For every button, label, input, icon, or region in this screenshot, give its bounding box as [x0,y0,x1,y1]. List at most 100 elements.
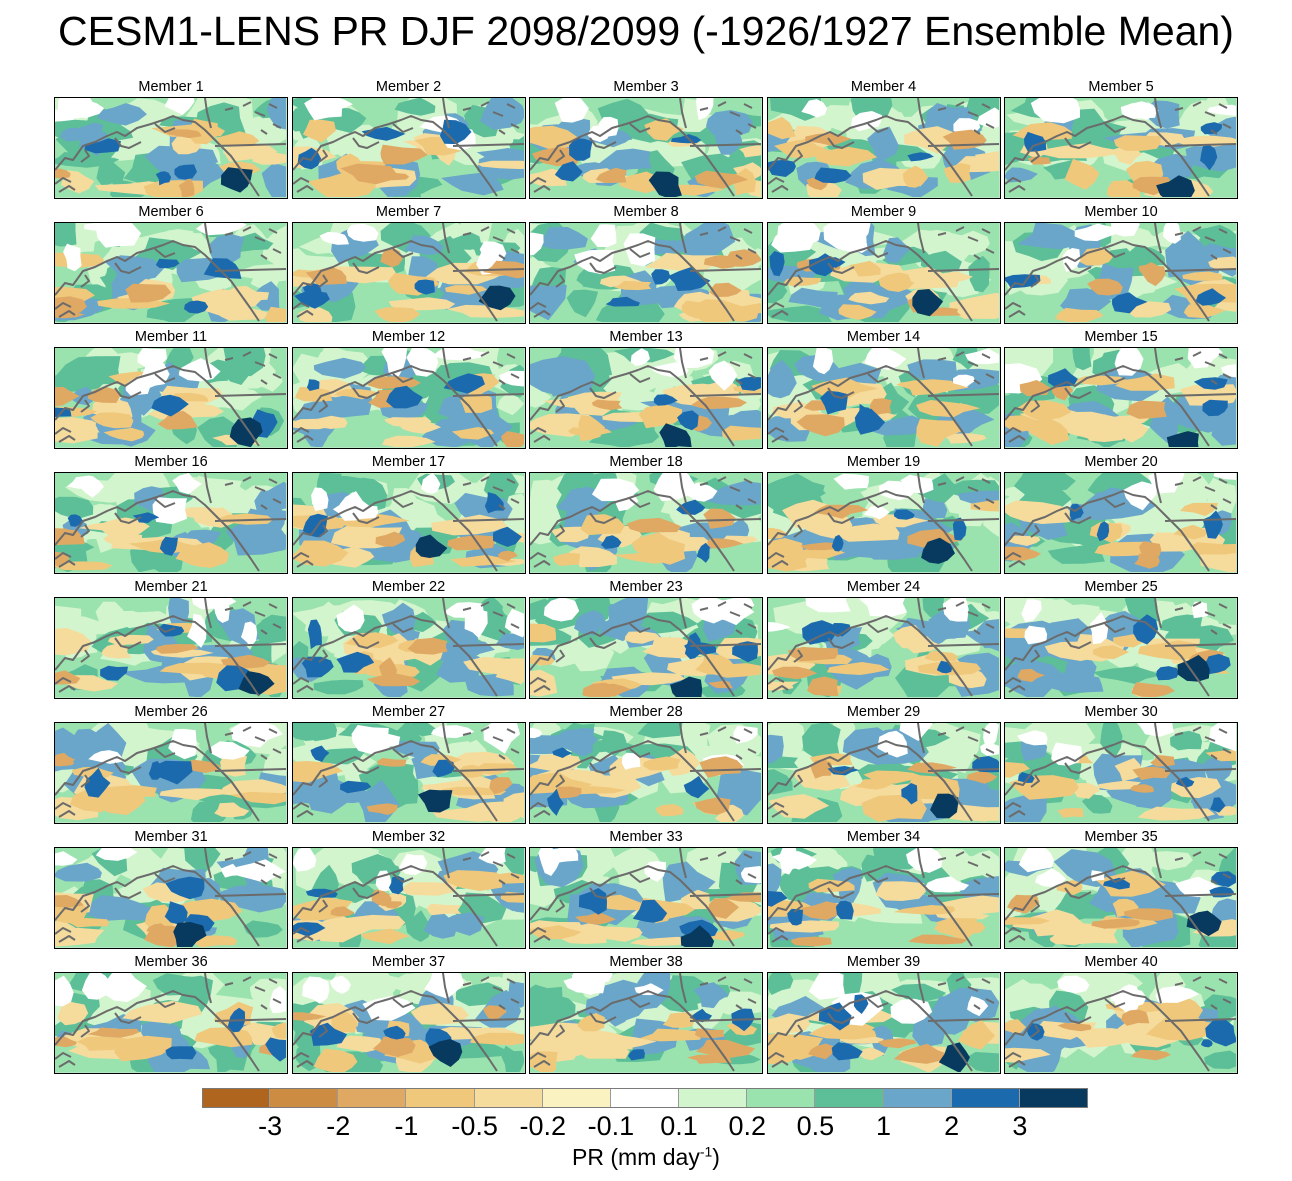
panel-label: Member 25 [1084,579,1158,595]
precip-anomaly-map [291,222,526,324]
panel-label: Member 4 [850,79,917,95]
panel-label: Member 13 [609,329,683,345]
panel-label: Member 32 [371,829,446,845]
colorbar-tick-label: 1 [876,1111,892,1141]
colorbar-tick-label: -2 [326,1111,351,1141]
panel-label: Member 6 [138,204,204,220]
panel-label: Member 21 [134,579,208,595]
precip-anomaly-map [54,847,288,949]
colorbar-swatch [951,1088,1020,1108]
colorbar-swatch [679,1088,748,1108]
precip-anomaly-map [766,722,1001,824]
panel-label: Member 33 [609,829,683,845]
precip-anomaly-map [291,97,526,199]
colorbar-swatch [270,1088,339,1108]
panel-label: Member 37 [371,954,446,970]
panel-label: Member 30 [1084,704,1158,720]
panel-label: Member 12 [371,329,446,345]
colorbar-label: PR (mm day-1) [0,1143,1292,1171]
panel-label: Member 20 [1084,454,1158,470]
precip-anomaly-map [1004,972,1238,1074]
precip-anomaly-map [291,972,526,1074]
panel-label: Member 8 [613,204,679,220]
panel-label: Member 22 [371,579,446,595]
colorbar-tick-label: -0.1 [587,1111,635,1141]
panel-label: Member 28 [609,704,683,720]
panel-label: Member 27 [371,704,446,720]
precip-anomaly-map [1004,222,1238,324]
colorbar-tick-label: 0.1 [660,1111,698,1141]
colorbar-label-main: PR (mm day [572,1144,700,1170]
colorbar-tick-label: 0.2 [728,1111,766,1141]
panel-label: Member 2 [375,79,442,95]
panel-label: Member 15 [1084,329,1158,345]
panel-label: Member 9 [850,204,917,220]
colorbar-tick-label: -0.5 [451,1111,498,1141]
precip-anomaly-map [291,847,526,949]
precip-anomaly-map [291,722,526,824]
panel-label: Member 35 [1084,829,1158,845]
panel-label: Member 11 [134,329,208,345]
colorbar-swatch [883,1088,952,1108]
precip-anomaly-map [1004,847,1238,949]
precip-anomaly-map [54,347,288,449]
precip-anomaly-map [766,222,1001,324]
colorbar-tick-label: -0.2 [519,1111,567,1141]
precip-anomaly-map [766,472,1001,574]
colorbar-swatch [406,1088,475,1108]
panel-label: Member 36 [134,954,208,970]
precip-anomaly-map [766,847,1001,949]
colorbar-tick-label: -1 [394,1111,419,1141]
precip-anomaly-map [1004,597,1238,699]
colorbar-tick-label: -3 [258,1111,283,1141]
precip-anomaly-map [529,97,763,199]
panel-label: Member 10 [1084,204,1158,220]
panel-label: Member 17 [371,454,446,470]
colorbar [202,1088,1088,1108]
precip-anomaly-map [766,597,1001,699]
precip-anomaly-map [1004,472,1238,574]
panel-label: Member 5 [1088,79,1154,95]
precip-anomaly-map [54,222,288,324]
precip-anomaly-map [291,472,526,574]
precip-anomaly-map [1004,347,1238,449]
precip-anomaly-map [529,972,763,1074]
colorbar-swatch [202,1088,271,1108]
colorbar-tick-label: 0.5 [796,1111,835,1141]
precip-anomaly-map [529,597,763,699]
colorbar-label-exponent: -1 [699,1143,713,1160]
colorbar-swatch [815,1088,884,1108]
colorbar-swatch [747,1088,816,1108]
colorbar-swatch [474,1088,543,1108]
precip-anomaly-map [54,597,288,699]
panel-label: Member 40 [1084,954,1158,970]
panel-label: Member 23 [609,579,683,595]
precip-anomaly-map [291,597,526,699]
panel-label: Member 16 [134,454,208,470]
precip-anomaly-map [766,972,1001,1074]
precip-anomaly-map [529,347,763,449]
precip-anomaly-map [529,222,763,324]
panel-label: Member 29 [846,704,921,720]
colorbar-label-end: ) [712,1144,720,1170]
precip-anomaly-map [529,722,763,824]
colorbar-swatch [1019,1088,1088,1108]
precip-anomaly-map [54,97,288,199]
panel-label: Member 39 [846,954,921,970]
panel-label: Member 7 [375,204,442,220]
precip-anomaly-map [1004,97,1238,199]
panel-label: Member 19 [846,454,921,470]
precip-anomaly-map [766,347,1001,449]
colorbar-swatch [610,1088,680,1108]
panel-label: Member 26 [134,704,208,720]
panel-label: Member 18 [609,454,683,470]
precip-anomaly-map [766,97,1001,199]
precip-anomaly-map [1004,722,1238,824]
precip-anomaly-map [529,472,763,574]
panel-label: Member 14 [846,329,921,345]
panel-label: Member 34 [846,829,921,845]
colorbar-tick-label: 3 [1012,1111,1028,1141]
precip-anomaly-map [291,347,526,449]
colorbar-swatch [542,1088,611,1108]
page-title: CESM1-LENS PR DJF 2098/2099 (-1926/1927 … [58,8,1234,54]
